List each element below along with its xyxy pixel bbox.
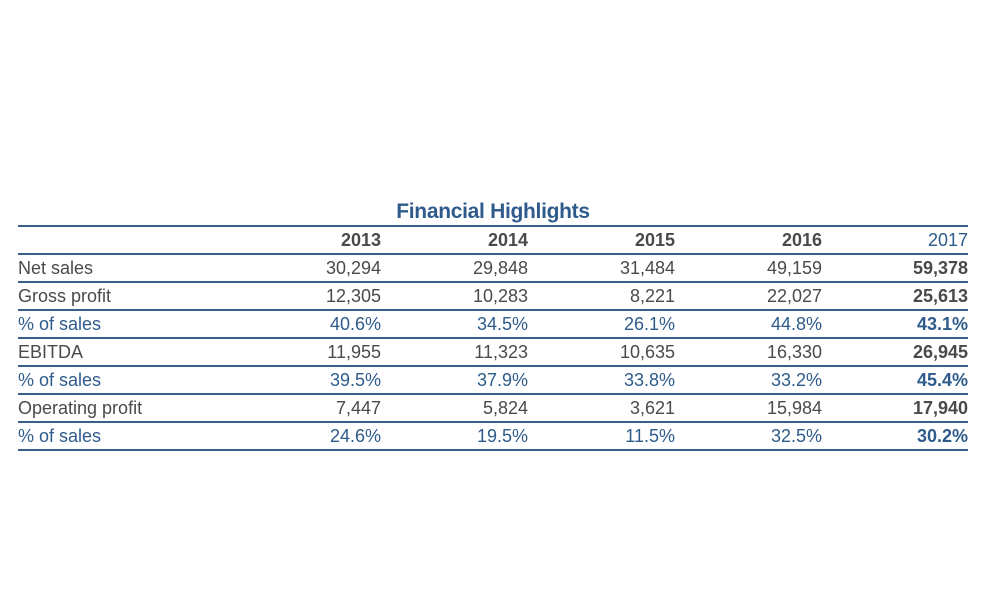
financial-highlights-section: Financial Highlights 2013 2014 2015 2016… [18, 198, 968, 451]
cell-2015: 26.1% [528, 310, 675, 339]
row-ebitda: EBITDA 11,955 11,323 10,635 16,330 26,945 [18, 338, 968, 367]
row-label: % of sales [18, 366, 234, 395]
cell-2016: 49,159 [675, 254, 822, 283]
cell-2015: 3,621 [528, 394, 675, 423]
cell-2016: 15,984 [675, 394, 822, 423]
header-label-cell [18, 226, 234, 255]
cell-2017: 26,945 [822, 338, 968, 367]
year-header-2014: 2014 [381, 226, 528, 255]
cell-2017: 17,940 [822, 394, 968, 423]
cell-2015: 8,221 [528, 282, 675, 311]
cell-2016: 32.5% [675, 422, 822, 451]
cell-2013: 7,447 [234, 394, 381, 423]
cell-2015: 31,484 [528, 254, 675, 283]
cell-2013: 39.5% [234, 366, 381, 395]
year-header-2017: 2017 [822, 226, 968, 255]
cell-2013: 40.6% [234, 310, 381, 339]
cell-2017: 30.2% [822, 422, 968, 451]
row-net-sales: Net sales 30,294 29,848 31,484 49,159 59,378 [18, 254, 968, 283]
cell-2017: 43.1% [822, 310, 968, 339]
cell-2015: 11.5% [528, 422, 675, 451]
cell-2017: 25,613 [822, 282, 968, 311]
row-gross-profit: Gross profit 12,305 10,283 8,221 22,027 25,61… [18, 282, 968, 311]
cell-2013: 12,305 [234, 282, 381, 311]
header-row: 2013 2014 2015 2016 2017 [18, 226, 968, 255]
cell-2017: 45.4% [822, 366, 968, 395]
cell-2016: 16,330 [675, 338, 822, 367]
year-header-2015: 2015 [528, 226, 675, 255]
cell-2016: 22,027 [675, 282, 822, 311]
cell-2014: 10,283 [381, 282, 528, 311]
cell-2016: 33.2% [675, 366, 822, 395]
cell-2017: 59,378 [822, 254, 968, 283]
financial-highlights-table: 2013 2014 2015 2016 2017 Net sales 30,294… [18, 225, 968, 451]
cell-2014: 34.5% [381, 310, 528, 339]
cell-2015: 10,635 [528, 338, 675, 367]
row-label: EBITDA [18, 338, 234, 367]
row-ebitda-pct: % of sales 39.5% 37.9% 33.8% 33.2% 45.4% [18, 366, 968, 395]
cell-2014: 5,824 [381, 394, 528, 423]
row-label: % of sales [18, 422, 234, 451]
cell-2014: 19.5% [381, 422, 528, 451]
row-label: Gross profit [18, 282, 234, 311]
cell-2013: 11,955 [234, 338, 381, 367]
cell-2015: 33.8% [528, 366, 675, 395]
cell-2014: 29,848 [381, 254, 528, 283]
cell-2016: 44.8% [675, 310, 822, 339]
cell-2014: 11,323 [381, 338, 528, 367]
year-header-2013: 2013 [234, 226, 381, 255]
year-header-2016: 2016 [675, 226, 822, 255]
row-gross-profit-pct: % of sales 40.6% 34.5% 26.1% 44.8% 43.1% [18, 310, 968, 339]
cell-2013: 30,294 [234, 254, 381, 283]
row-operating-profit-pct: % of sales 24.6% 19.5% 11.5% 32.5% 30.2% [18, 422, 968, 451]
cell-2013: 24.6% [234, 422, 381, 451]
row-operating-profit: Operating profit 7,447 5,824 3,621 15,984 17,… [18, 394, 968, 423]
row-label: % of sales [18, 310, 234, 339]
row-label: Net sales [18, 254, 234, 283]
cell-2014: 37.9% [381, 366, 528, 395]
table-title: Financial Highlights [396, 200, 590, 223]
table-body: Net sales 30,294 29,848 31,484 49,159 59,378 G… [18, 254, 968, 451]
row-label: Operating profit [18, 394, 234, 423]
